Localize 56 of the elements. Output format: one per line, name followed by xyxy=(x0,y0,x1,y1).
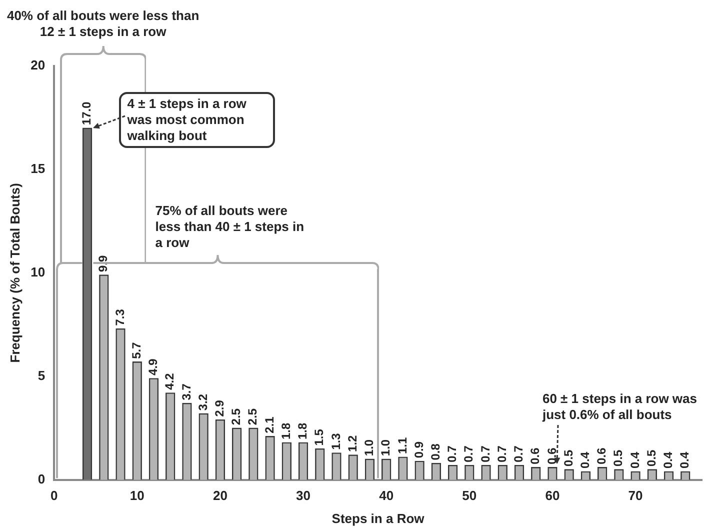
data-label: 0.7 xyxy=(462,445,476,462)
data-label: 0.5 xyxy=(611,449,626,466)
annotation: 60 ± 1 steps in a row was just 0.6% of all bouts xyxy=(542,391,698,424)
x-axis-title: Steps in a Row xyxy=(332,510,426,526)
x-tick-label: 0 xyxy=(50,488,58,504)
data-label: 1.2 xyxy=(345,434,360,452)
data-label: 0.4 xyxy=(578,452,592,469)
data-label: 9.9 xyxy=(96,254,110,272)
data-label: 1.8 xyxy=(278,422,293,440)
data-label: 4.2 xyxy=(162,372,177,390)
data-label: 0.4 xyxy=(628,452,642,469)
data-label: 0.8 xyxy=(428,443,442,460)
data-label: 0.7 xyxy=(478,445,492,462)
data-label: 1.3 xyxy=(328,432,343,450)
data-label: 0.7 xyxy=(512,445,526,462)
data-label: 0.4 xyxy=(661,452,676,469)
data-label: 2.1 xyxy=(262,416,276,434)
data-label: 0.6 xyxy=(544,447,559,464)
y-tick-label: 5 xyxy=(38,368,46,383)
data-label: 3.7 xyxy=(179,383,194,400)
annotation: 4 ± 1 steps in a row was most common walking bout xyxy=(119,92,276,148)
y-tick-label: 0 xyxy=(38,471,46,486)
data-label: 2.9 xyxy=(212,400,227,417)
data-label: 5.7 xyxy=(129,342,144,359)
data-label: 1.0 xyxy=(378,439,393,456)
data-label: 0.9 xyxy=(412,441,426,458)
data-label: 1.8 xyxy=(296,422,310,440)
data-label: 0.7 xyxy=(445,445,460,462)
data-label: 17.0 xyxy=(80,101,94,126)
data-label: 0.5 xyxy=(561,449,576,466)
y-axis-title: Frequency (% of Total Bouts) xyxy=(7,183,22,363)
x-tick-label: 60 xyxy=(545,488,560,504)
x-tick-label: 20 xyxy=(212,488,228,504)
y-tick-label: 10 xyxy=(30,264,46,280)
data-label: 1.5 xyxy=(312,428,326,446)
data-label: 1.0 xyxy=(362,439,376,456)
x-tick-label: 50 xyxy=(462,488,477,504)
x-tick-label: 70 xyxy=(628,488,643,504)
data-label: 2.5 xyxy=(246,408,260,426)
data-label: 4.9 xyxy=(146,358,160,376)
data-label: 0.6 xyxy=(594,447,609,464)
text: 40% of all bouts were less than 12 ± 1 steps in a row xyxy=(6,8,200,40)
data-label: 7.3 xyxy=(112,308,127,326)
x-tick-label: 30 xyxy=(296,488,310,504)
y-tick-label: 20 xyxy=(30,58,46,73)
x-tick-label: 10 xyxy=(130,488,144,504)
data-label: 0.4 xyxy=(678,452,692,469)
annotation: 75% of all bouts were less than 40 ± 1 steps in a row xyxy=(155,202,306,251)
data-label: 3.2 xyxy=(196,394,210,411)
data-label: 2.5 xyxy=(229,408,244,426)
y-tick-label: 15 xyxy=(30,161,46,176)
data-label: 0.6 xyxy=(528,447,542,464)
data-label: 1.1 xyxy=(395,437,410,454)
x-tick-label: 40 xyxy=(379,488,394,504)
data-label: 0.5 xyxy=(644,449,658,466)
data-label: 0.7 xyxy=(494,445,509,462)
